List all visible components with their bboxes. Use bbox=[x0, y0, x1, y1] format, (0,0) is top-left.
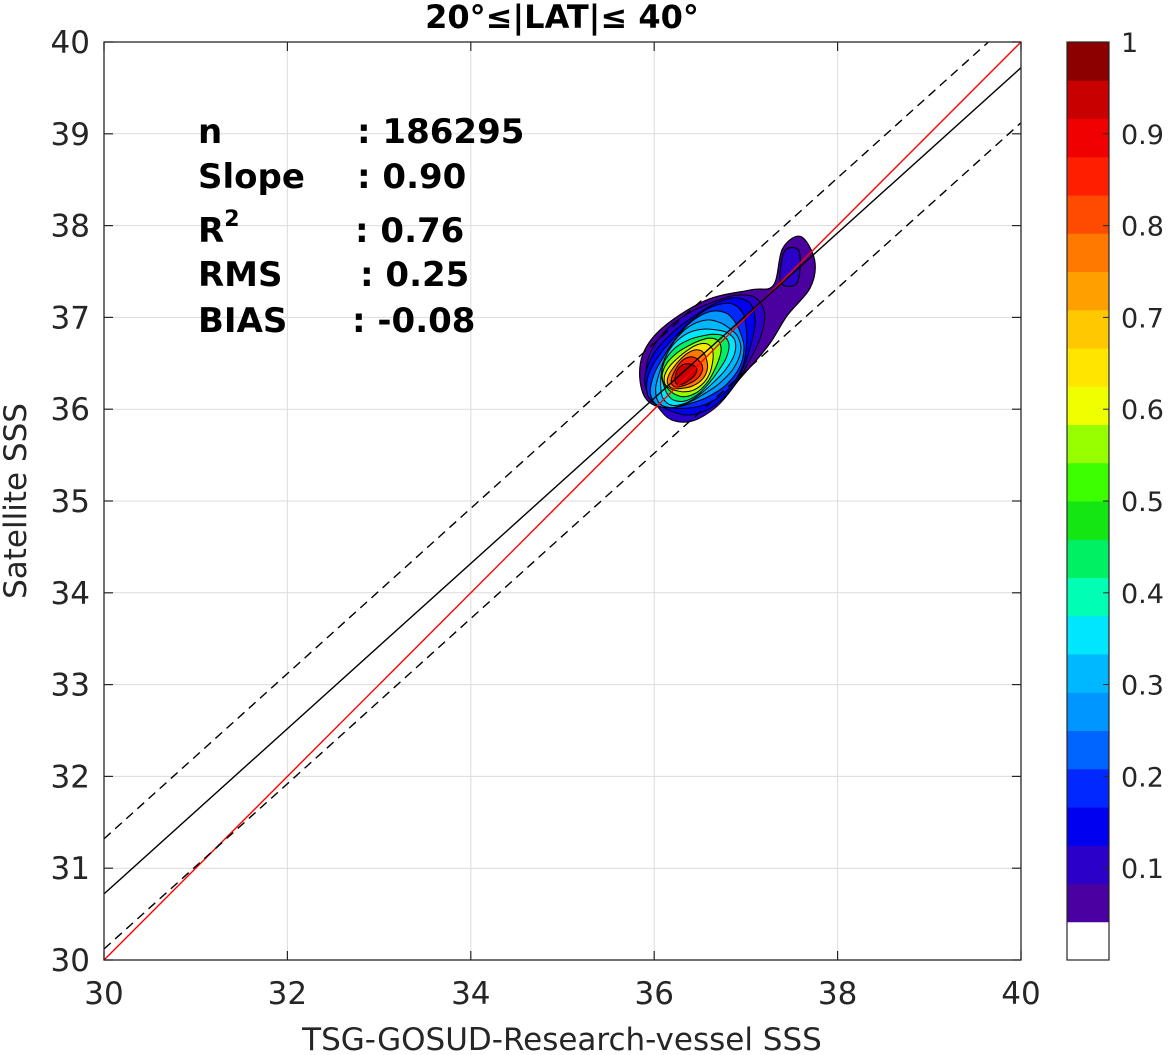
reference-lines bbox=[104, 42, 1021, 960]
stat-name-n: n bbox=[198, 112, 222, 152]
y-tick-label: 40 bbox=[51, 25, 90, 61]
x-tick-label: 38 bbox=[818, 976, 857, 1012]
y-tick-label: 32 bbox=[51, 759, 90, 795]
x-tick-label: 34 bbox=[451, 976, 490, 1012]
line-lower-bound bbox=[104, 122, 1021, 950]
stats-box: n : 186295 Slope : 0.90 R2 : 0.76 RMS : … bbox=[198, 112, 524, 341]
stat-r2-superscript: 2 bbox=[224, 207, 239, 232]
stat-name-slope: Slope bbox=[198, 157, 305, 197]
x-axis-label: TSG-GOSUD-Research-vessel SSS bbox=[301, 1022, 822, 1055]
colorbar-segment bbox=[1067, 615, 1109, 655]
colorbar-segment bbox=[1067, 271, 1109, 311]
x-tick-label: 36 bbox=[634, 976, 673, 1012]
stat-value-r2: : 0.76 bbox=[355, 211, 464, 251]
colorbar-segment bbox=[1067, 539, 1109, 578]
x-tick-label: 30 bbox=[84, 976, 123, 1012]
colorbar-segment bbox=[1067, 768, 1109, 808]
axis-ticks: 30 32 34 36 38 40 30 31 32 33 34 35 36 37 38 39 40 bbox=[51, 25, 1041, 1012]
x-tick-label: 40 bbox=[1001, 976, 1040, 1012]
colorbar-segment bbox=[1067, 692, 1109, 731]
colorbar: 0.1 0.2 0.3 0.4 0.5 0.6 0.7 0.8 0.9 1 bbox=[1066, 28, 1164, 961]
contour-level-12 bbox=[674, 363, 698, 386]
y-tick-label: 31 bbox=[51, 851, 90, 887]
y-tick-label: 36 bbox=[51, 392, 90, 428]
colorbar-tick-label: 0.5 bbox=[1121, 487, 1164, 518]
y-tick-label: 39 bbox=[51, 117, 90, 153]
colorbar-tick-label: 0.7 bbox=[1121, 303, 1164, 334]
stat-value-n: : 186295 bbox=[357, 112, 524, 152]
x-tick-label: 32 bbox=[268, 976, 307, 1012]
line-upper-bound bbox=[104, 42, 990, 840]
contour-secondary-blob bbox=[779, 246, 801, 287]
colorbar-segment bbox=[1067, 883, 1109, 923]
colorbar-segment bbox=[1067, 462, 1109, 502]
colorbar-segment bbox=[1067, 348, 1109, 387]
colorbar-segment bbox=[1067, 577, 1109, 617]
colorbar-segment bbox=[1067, 156, 1109, 196]
y-tick-label: 30 bbox=[51, 943, 90, 979]
colorbar-segment bbox=[1067, 921, 1109, 961]
y-tick-label: 35 bbox=[51, 484, 90, 520]
y-tick-label: 33 bbox=[51, 668, 90, 704]
colorbar-tick-label: 1 bbox=[1121, 28, 1138, 59]
stat-value-bias: : -0.08 bbox=[352, 301, 475, 341]
stat-value-rms: : 0.25 bbox=[360, 255, 469, 295]
grid bbox=[104, 42, 1021, 960]
y-axis-label: Satellite SSS bbox=[0, 403, 34, 599]
line-one-to-one bbox=[104, 42, 1021, 960]
colorbar-segment bbox=[1067, 654, 1109, 693]
y-tick-label: 34 bbox=[51, 576, 90, 612]
colorbar-segment bbox=[1067, 42, 1109, 81]
stat-name-bias: BIAS bbox=[198, 301, 287, 341]
colorbar-segment bbox=[1067, 80, 1109, 119]
stat-name-rms: RMS bbox=[198, 255, 283, 295]
colorbar-segment bbox=[1067, 386, 1109, 425]
colorbar-segment bbox=[1067, 118, 1109, 158]
colorbar-segment bbox=[1067, 233, 1109, 272]
colorbar-tick-label: 0.1 bbox=[1121, 854, 1164, 885]
colorbar-segment bbox=[1067, 424, 1109, 464]
colorbar-segment bbox=[1067, 309, 1109, 349]
stat-name-r2: R2 bbox=[198, 207, 240, 251]
colorbar-tick-label: 0.8 bbox=[1121, 212, 1164, 243]
stat-name-r: R bbox=[198, 211, 224, 251]
colorbar-tick-label: 0.4 bbox=[1121, 579, 1164, 610]
colorbar-segment bbox=[1067, 730, 1109, 770]
colorbar-segment bbox=[1067, 195, 1109, 234]
colorbar-segment bbox=[1067, 501, 1109, 540]
colorbar-segment bbox=[1067, 807, 1109, 846]
y-tick-label: 37 bbox=[51, 300, 90, 336]
stat-value-slope: : 0.90 bbox=[357, 157, 466, 197]
colorbar-segment bbox=[1067, 845, 1109, 884]
y-tick-label: 38 bbox=[51, 209, 90, 245]
colorbar-tick-label: 0.3 bbox=[1121, 671, 1164, 702]
chart-title: 20°≤|LAT|≤ 40° bbox=[425, 0, 699, 37]
colorbar-tick-label: 0.2 bbox=[1121, 762, 1164, 793]
colorbar-tick-label: 0.9 bbox=[1121, 120, 1164, 151]
colorbar-tick-label: 0.6 bbox=[1121, 395, 1164, 426]
line-regression bbox=[104, 67, 1021, 895]
